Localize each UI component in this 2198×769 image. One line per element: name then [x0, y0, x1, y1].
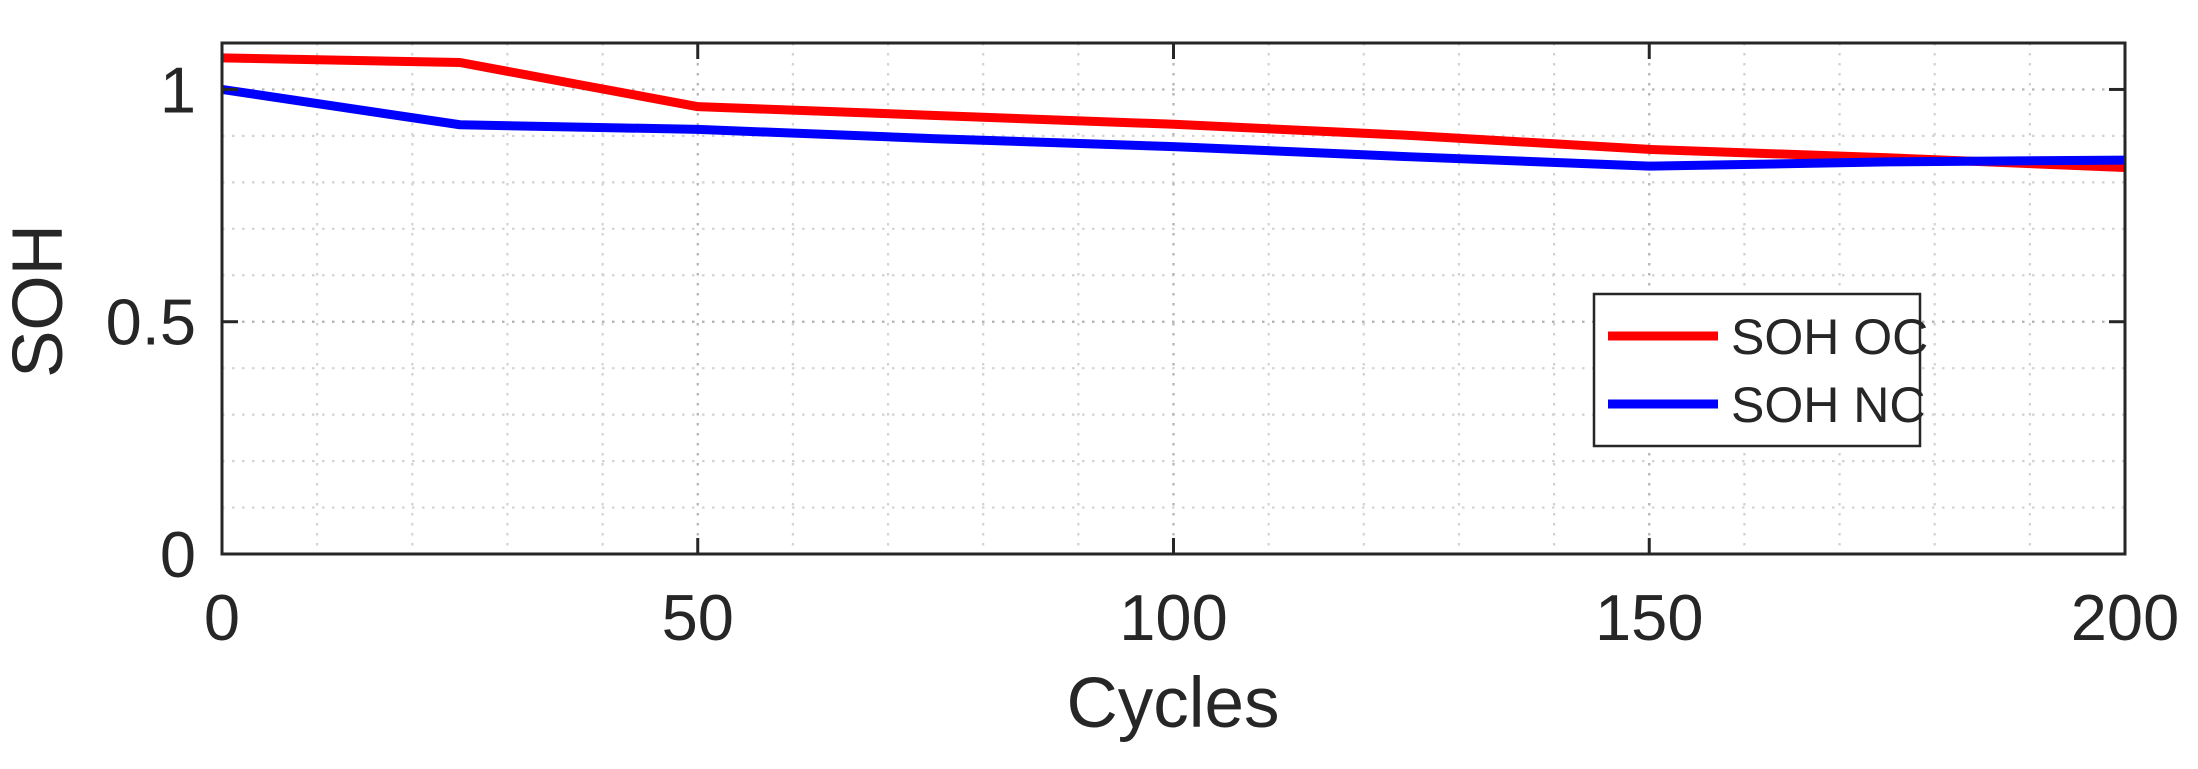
x-tick-label: 200: [2071, 581, 2179, 654]
tick-labels: 0 50 100 150 200 0 0.5 1: [106, 53, 2180, 654]
y-tick-label: 0: [160, 518, 196, 591]
data-series: [221, 53, 2126, 172]
axes-frame: [220, 41, 2127, 556]
y-axis-label: SOH: [0, 224, 78, 378]
x-tick-label: 100: [1119, 581, 1227, 654]
x-tick-label: 0: [204, 581, 240, 654]
y-tick-label: 0.5: [106, 286, 196, 359]
legend-border: [1592, 292, 1922, 448]
y-tick-label: 1: [160, 53, 196, 126]
series-line-soh-oc: [221, 53, 2126, 172]
series-line-soh-nc: [221, 85, 2126, 171]
x-axis-label: Cycles: [1066, 664, 1279, 743]
gridlines: [222, 43, 2125, 554]
legend-label-soh-nc: SOH NC: [1731, 377, 1925, 433]
legend: SOH OC SOH NC: [1592, 292, 1928, 448]
x-tick-label: 150: [1595, 581, 1703, 654]
x-tick-label: 50: [662, 581, 734, 654]
legend-label-soh-oc: SOH OC: [1731, 309, 1928, 365]
